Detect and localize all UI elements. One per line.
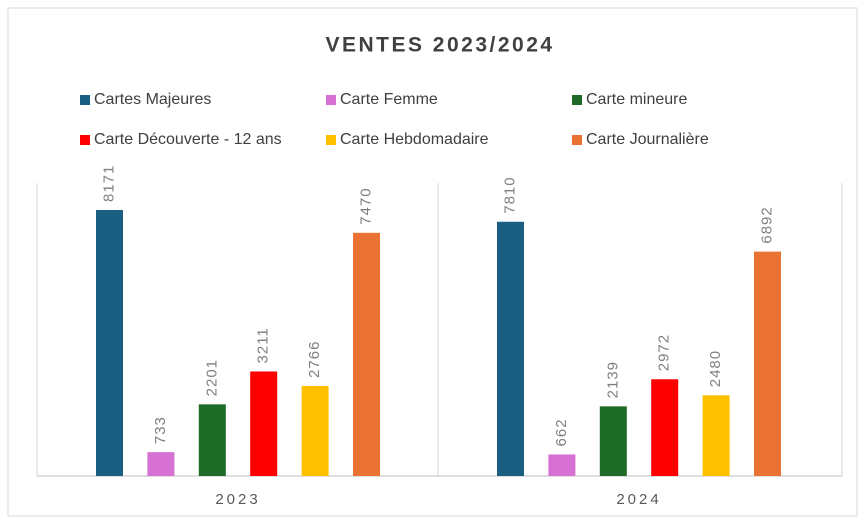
bar	[702, 395, 730, 476]
bar	[250, 371, 278, 476]
data-label: 7810	[501, 176, 518, 213]
bar	[651, 379, 679, 476]
legend-label: Carte mineure	[586, 91, 687, 108]
bar	[198, 404, 226, 476]
x-tick-label: 2023	[215, 491, 260, 508]
legend-swatch	[80, 135, 90, 145]
legend-swatch	[326, 95, 336, 105]
bar	[147, 452, 175, 476]
legend-label: Carte Femme	[340, 91, 438, 108]
bar	[548, 454, 576, 476]
legend-label: Carte Journalière	[586, 131, 709, 148]
bar	[599, 406, 627, 476]
legend-label: Carte Hebdomadaire	[340, 131, 489, 148]
bar	[353, 232, 380, 476]
chart-title: VENTES 2023/2024	[325, 34, 554, 57]
data-label: 2201	[203, 359, 220, 396]
bar	[96, 210, 123, 476]
data-label: 2139	[604, 361, 621, 398]
legend-swatch	[80, 95, 90, 105]
legend-label: Carte Découverte - 12 ans	[94, 131, 282, 148]
data-label: 662	[553, 418, 570, 446]
data-label: 2972	[656, 334, 673, 371]
chart-frame	[7, 7, 858, 517]
legend-swatch	[572, 95, 582, 105]
data-label: 7470	[357, 187, 374, 224]
data-label: 8171	[100, 165, 117, 202]
bar	[301, 385, 329, 476]
bar	[497, 221, 524, 476]
legend-label: Cartes Majeures	[94, 91, 211, 108]
x-tick-label: 2024	[616, 491, 661, 508]
data-label: 6892	[758, 206, 775, 243]
data-label: 3211	[255, 327, 272, 363]
bar	[754, 251, 781, 476]
data-label: 733	[152, 416, 169, 444]
legend-swatch	[326, 135, 336, 145]
legend-swatch	[572, 135, 582, 145]
data-label: 2480	[707, 350, 724, 387]
data-label: 2766	[306, 341, 323, 378]
